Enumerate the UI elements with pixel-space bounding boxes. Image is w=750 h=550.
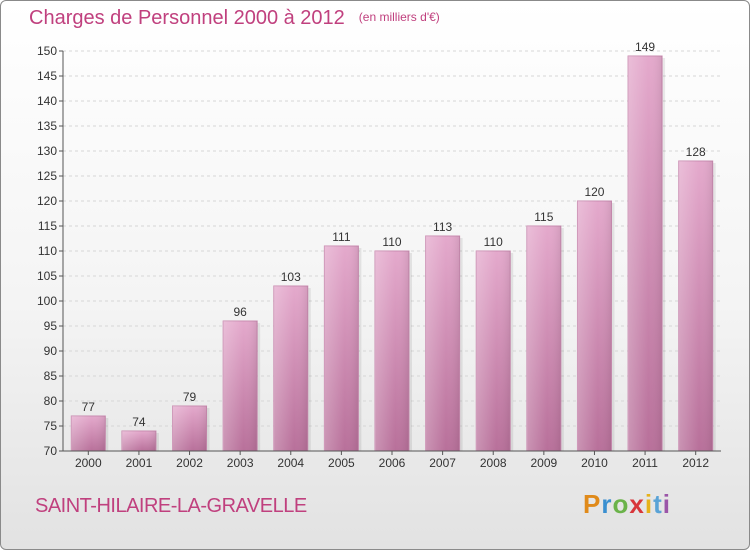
- y-tick-label: 120: [37, 194, 57, 208]
- chart-title: Charges de Personnel 2000 à 2012 (en mill…: [29, 7, 440, 30]
- y-axis: 70 75 80 85 90 95 100 105 110 115 120 125 130 135 140 1…: [37, 44, 64, 458]
- bar-highlight: [678, 161, 713, 451]
- y-tick-label: 135: [37, 119, 57, 133]
- x-tick-label: 2003: [227, 456, 254, 470]
- data-label: 111: [332, 230, 351, 244]
- bars: 77 74 79 96 103 111 110 113 110 115 120 149 128: [70, 40, 716, 452]
- x-tick-label: 2001: [126, 456, 153, 470]
- y-tick-label: 140: [37, 94, 57, 108]
- chart-subtitle: (en milliers d'€): [358, 10, 440, 24]
- data-label: 96: [233, 305, 247, 319]
- y-tick-label: 110: [38, 244, 57, 258]
- y-tick-label: 100: [37, 294, 57, 308]
- y-tick-label: 80: [44, 394, 58, 408]
- data-label: 149: [635, 40, 655, 54]
- city-name: SAINT-HILAIRE-LA-GRAVELLE: [35, 495, 307, 517]
- data-label: 110: [484, 235, 503, 249]
- y-tick-label: 90: [44, 344, 58, 358]
- y-tick-label: 145: [37, 69, 57, 83]
- data-label: 74: [132, 415, 146, 429]
- y-tick-label: 125: [37, 169, 57, 183]
- bar-highlight: [324, 246, 359, 451]
- x-tick-label: 2005: [328, 456, 355, 470]
- y-tick-label: 115: [38, 219, 57, 233]
- proxiti-logo: Proxiti: [583, 489, 671, 519]
- y-tick-label: 85: [44, 369, 58, 383]
- bar-highlight: [526, 226, 561, 451]
- x-tick-label: 2011: [632, 456, 658, 470]
- x-tick-label: 2002: [176, 456, 203, 470]
- data-label: 103: [281, 270, 301, 284]
- x-tick-label: 2009: [530, 456, 557, 470]
- x-tick-label: 2007: [429, 456, 456, 470]
- y-tick-label: 105: [37, 269, 57, 283]
- x-tick-label: 2000: [75, 456, 102, 470]
- x-tick-label: 2004: [277, 456, 304, 470]
- data-label: 79: [183, 390, 197, 404]
- data-label: 113: [433, 220, 452, 234]
- x-axis: 2000 2001 2002 2003 2004 2005 2006 2007 2008 2009…: [63, 450, 721, 470]
- data-label: 77: [82, 400, 96, 414]
- x-tick-label: 2010: [581, 456, 608, 470]
- bar-highlight: [628, 56, 663, 451]
- bar-highlight: [273, 286, 308, 451]
- y-tick-label: 150: [37, 44, 57, 58]
- chart-title-text: Charges de Personnel 2000 à 2012: [29, 7, 345, 29]
- data-label: 110: [382, 235, 401, 249]
- y-tick-label: 95: [44, 319, 58, 333]
- bar-highlight: [577, 201, 612, 451]
- bar-highlight: [71, 416, 106, 451]
- y-tick-label: 130: [37, 144, 57, 158]
- y-tick-label: 75: [44, 419, 58, 433]
- bar-highlight: [476, 251, 511, 451]
- bar-highlight: [425, 236, 460, 451]
- y-tick-label: 70: [44, 444, 58, 458]
- bar-highlight: [375, 251, 409, 451]
- x-tick-label: 2008: [480, 456, 507, 470]
- data-label: 128: [686, 145, 706, 159]
- bar-highlight: [223, 321, 258, 451]
- data-label: 115: [534, 210, 553, 224]
- bar-highlight: [121, 431, 156, 451]
- x-tick-label: 2012: [682, 456, 709, 470]
- bar-highlight: [172, 406, 207, 451]
- data-label: 120: [584, 185, 604, 199]
- x-tick-label: 2006: [379, 456, 406, 470]
